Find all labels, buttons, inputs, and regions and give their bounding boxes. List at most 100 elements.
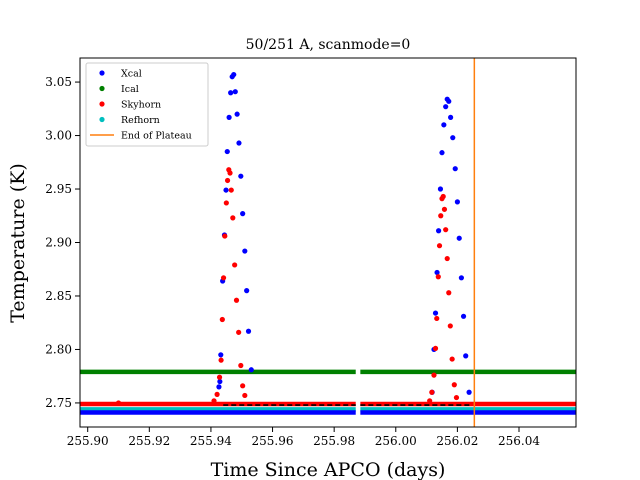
point-xcal-28 bbox=[443, 104, 449, 110]
point-xcal-36 bbox=[458, 275, 464, 281]
point-skyhorn-26 bbox=[436, 243, 443, 249]
legend-label-ical: Ical bbox=[121, 84, 139, 95]
legend-marker-xcal bbox=[99, 70, 105, 76]
point-xcal-33 bbox=[452, 166, 458, 172]
point-xcal-22 bbox=[432, 310, 439, 316]
point-skyhorn-21 bbox=[429, 389, 435, 395]
point-skyhorn-31 bbox=[443, 227, 449, 233]
point-skyhorn-4 bbox=[218, 357, 224, 363]
point-skyhorn-9 bbox=[224, 177, 231, 184]
point-skyhorn-36 bbox=[451, 382, 457, 388]
point-xcal-11 bbox=[232, 89, 238, 95]
point-xcal-10 bbox=[231, 71, 237, 78]
x-tick-label-1: 255.92 bbox=[128, 434, 170, 448]
point-xcal-32 bbox=[450, 135, 456, 141]
point-skyhorn-8 bbox=[223, 200, 229, 206]
point-skyhorn-6 bbox=[220, 275, 227, 281]
y-axis-title: Temperature (K) bbox=[7, 163, 29, 323]
point-xcal-23 bbox=[434, 269, 440, 276]
point-skyhorn-2 bbox=[214, 391, 220, 397]
point-skyhorn-24 bbox=[434, 315, 440, 322]
point-skyhorn-15 bbox=[233, 297, 240, 303]
y-tick-label-6: 3.05 bbox=[45, 75, 72, 89]
point-xcal-30 bbox=[446, 98, 452, 104]
x-tick-label-5: 256.00 bbox=[375, 434, 417, 448]
point-skyhorn-7 bbox=[222, 233, 228, 239]
point-skyhorn-11 bbox=[227, 170, 233, 176]
point-skyhorn-37 bbox=[453, 394, 460, 401]
point-skyhorn-0 bbox=[115, 400, 122, 406]
point-xcal-35 bbox=[456, 235, 462, 241]
point-xcal-34 bbox=[454, 199, 460, 205]
legend-label-end-of-plateau: End of Plateau bbox=[121, 131, 192, 142]
point-xcal-37 bbox=[460, 313, 467, 319]
point-skyhorn-5 bbox=[219, 316, 225, 323]
legend-label-refhorn: Refhorn bbox=[121, 115, 160, 126]
y-tick-label-3: 2.90 bbox=[45, 236, 72, 250]
point-xcal-14 bbox=[238, 173, 244, 179]
y-tick-label-5: 3.00 bbox=[45, 129, 72, 143]
point-skyhorn-32 bbox=[444, 255, 450, 262]
point-skyhorn-12 bbox=[228, 187, 234, 193]
point-xcal-7 bbox=[226, 114, 232, 120]
point-skyhorn-34 bbox=[447, 323, 453, 329]
point-xcal-6 bbox=[224, 148, 230, 155]
point-xcal-19 bbox=[248, 367, 254, 373]
point-skyhorn-3 bbox=[216, 374, 223, 380]
point-skyhorn-27 bbox=[438, 213, 444, 219]
point-xcal-25 bbox=[437, 186, 444, 192]
point-skyhorn-18 bbox=[240, 383, 246, 389]
legend-label-xcal: Xcal bbox=[121, 69, 142, 80]
legend: Xcal Ical Skyhorn Refhorn End of Plateau bbox=[85, 62, 209, 147]
y-tick-label-4: 2.95 bbox=[45, 182, 72, 196]
point-skyhorn-35 bbox=[449, 356, 455, 362]
y-tick-label-0: 2.75 bbox=[45, 396, 72, 410]
point-xcal-12 bbox=[234, 111, 240, 117]
point-xcal-39 bbox=[466, 389, 472, 395]
point-skyhorn-14 bbox=[232, 262, 238, 268]
point-xcal-27 bbox=[441, 122, 447, 128]
point-skyhorn-25 bbox=[435, 274, 441, 280]
y-tick-label-2: 2.85 bbox=[45, 289, 72, 303]
point-xcal-18 bbox=[245, 328, 252, 334]
point-skyhorn-33 bbox=[446, 290, 452, 296]
point-xcal-17 bbox=[244, 288, 250, 294]
legend-box bbox=[85, 62, 209, 147]
point-skyhorn-1 bbox=[211, 398, 217, 404]
x-tick-label-4: 255.98 bbox=[313, 434, 355, 448]
point-xcal-1 bbox=[217, 378, 223, 385]
x-tick-label-0: 255.90 bbox=[67, 434, 109, 448]
point-xcal-26 bbox=[439, 150, 445, 156]
x-axis: 255.90 255.92 255.94 255.96 255.98 256.00 256.… bbox=[67, 427, 540, 448]
point-xcal-24 bbox=[435, 228, 442, 234]
x-tick-label-2: 255.94 bbox=[190, 434, 232, 448]
plot-area bbox=[80, 58, 576, 427]
point-xcal-5 bbox=[223, 187, 229, 193]
legend-label-skyhorn: Skyhorn bbox=[121, 100, 161, 111]
point-skyhorn-19 bbox=[242, 392, 248, 399]
point-skyhorn-17 bbox=[238, 362, 244, 369]
point-xcal-15 bbox=[240, 211, 246, 217]
point-skyhorn-16 bbox=[236, 329, 242, 335]
legend-marker-refhorn bbox=[99, 116, 105, 123]
chart-title: 50/251 A, scanmode=0 bbox=[246, 37, 411, 53]
point-skyhorn-22 bbox=[431, 372, 437, 378]
point-xcal-31 bbox=[448, 114, 454, 120]
point-skyhorn-30 bbox=[441, 206, 448, 212]
legend-marker-ical bbox=[99, 85, 105, 92]
point-xcal-38 bbox=[463, 353, 469, 359]
point-xcal-8 bbox=[228, 90, 234, 96]
x-tick-label-6: 256.02 bbox=[436, 434, 478, 448]
point-xcal-16 bbox=[242, 248, 248, 254]
x-tick-label-3: 255.96 bbox=[252, 434, 294, 448]
point-xcal-2 bbox=[218, 352, 224, 358]
legend-marker-skyhorn bbox=[99, 101, 105, 107]
point-skyhorn-29 bbox=[440, 193, 446, 200]
x-axis-title: Time Since APCO (days) bbox=[211, 459, 446, 480]
x-tick-label-7: 256.04 bbox=[498, 434, 540, 448]
y-axis: 2.75 2.80 2.85 2.90 2.95 3.00 3.05 bbox=[45, 75, 80, 410]
point-xcal-0 bbox=[216, 384, 222, 390]
point-skyhorn-13 bbox=[230, 215, 236, 221]
y-tick-label-1: 2.80 bbox=[45, 342, 72, 356]
